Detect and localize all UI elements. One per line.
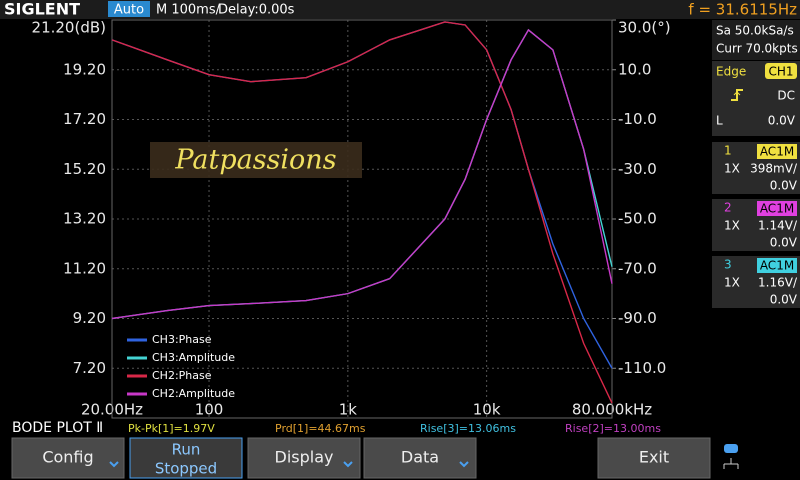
delay: Delay:0.00s: [218, 3, 295, 18]
watermark: Patpassions: [174, 145, 336, 176]
mode: Auto: [114, 3, 144, 18]
channel-scale: 1.16V/: [758, 276, 798, 290]
menu-arrow: [343, 461, 353, 468]
series-line: [111, 28, 613, 320]
channel-probe: 1X: [724, 162, 740, 176]
edge-icon: [731, 89, 743, 101]
coupling-box: [757, 201, 797, 216]
exit-button[interactable]: [597, 437, 711, 479]
channel-coupling: AC1M: [760, 259, 794, 273]
y-tick-label: 9.20: [73, 309, 106, 327]
channel-offset: 0.0V: [770, 236, 798, 250]
y2-tick-label: -10.0: [618, 110, 657, 128]
y-tick-label: 19.20: [63, 60, 106, 78]
mode-title: BODE PLOT Ⅱ: [12, 420, 103, 436]
channel-number: 3: [724, 258, 732, 272]
y2-tick-label: -70.0: [618, 259, 657, 277]
channel-probe: 1X: [724, 219, 740, 233]
y-tick-label: 17.20: [63, 110, 106, 128]
channel-offset: 0.0V: [770, 179, 798, 193]
y2-tick-label: -50.0: [618, 210, 657, 228]
trigger-source-box: [765, 63, 797, 79]
y-tick-label: 15.20: [63, 160, 106, 178]
x-tick-label: 10k: [473, 401, 501, 419]
channel-number: 1: [724, 144, 732, 158]
menu-arrow: [459, 461, 469, 468]
button-label: Stopped: [155, 460, 217, 478]
channel-scale: 1.14V/: [758, 219, 798, 233]
channel-scale: 398mV/: [750, 162, 798, 176]
timebase: M 100ms/: [156, 3, 221, 18]
y-tick-label: 13.20: [63, 210, 106, 228]
y2-tick-label: -90.0: [618, 309, 657, 327]
trigger-level: 0.0V: [768, 114, 796, 128]
display-button[interactable]: [247, 437, 361, 479]
trigger-source: CH1: [768, 65, 793, 79]
y2-tick-label: 10.0: [618, 60, 651, 78]
config-button[interactable]: [11, 437, 125, 479]
top-bar: [0, 0, 800, 19]
plot-frame: [111, 19, 613, 419]
button-label: Exit: [639, 448, 669, 467]
x-tick-label: 1k: [339, 401, 358, 419]
sample-rate: Sa 50.0kSa/s: [716, 24, 794, 38]
channel-coupling: AC1M: [760, 145, 794, 159]
legend-label: CH3:Phase: [152, 333, 212, 346]
legend-label: CH2:Amplitude: [152, 387, 235, 400]
network-icon: [723, 458, 739, 469]
watermark-box: [150, 142, 362, 178]
channel-offset: 0.0V: [770, 293, 798, 307]
data-button[interactable]: [363, 437, 477, 479]
channel-list: 1 AC1M 1X 398mV/0.0V 2 AC1M 1X 1.14V/0.0V 3 AC1M 1…: [712, 142, 800, 308]
channel-number: 2: [724, 201, 732, 215]
edge-arrow: [733, 91, 741, 96]
channel-coupling: AC1M: [760, 202, 794, 216]
button-label: Config: [42, 448, 93, 467]
y-tick-label: 21.20(dB): [32, 19, 106, 37]
coupling-box: [757, 144, 797, 159]
legend-label: CH3:Amplitude: [152, 351, 235, 364]
coupling-box: [757, 258, 797, 273]
series-line: [111, 21, 613, 404]
button-label: Data: [401, 448, 439, 467]
menu-arrow: [109, 461, 119, 468]
measurement: Pk-Pk[1]=1.97V: [128, 422, 215, 435]
y-tick-label: 7.20: [73, 359, 106, 377]
measurement: Rise[3]=13.06ms: [420, 422, 516, 435]
memory-depth: Curr 70.0kpts: [716, 42, 798, 56]
acq-panel: [712, 20, 800, 60]
trigger-level-label: L: [716, 114, 723, 128]
frequency: f = 31.6115Hz: [688, 1, 797, 19]
brand: SIGLENT: [4, 0, 80, 19]
measurement: Rise[2]=13.00ms: [565, 422, 661, 435]
y-tick-label: 11.20: [63, 259, 106, 277]
trigger-coupling: DC: [777, 89, 795, 103]
measurement: Prd[1]=44.67ms: [275, 422, 366, 435]
run-button[interactable]: [129, 437, 243, 479]
channel-probe: 1X: [724, 276, 740, 290]
bode-plot: 7.20 9.20 11.20 13.20 15.20 17.20 19.20 21.20(d…: [32, 19, 671, 419]
mode-box: [108, 1, 150, 17]
x-tick-label: 100: [195, 401, 224, 419]
button-label: Display: [275, 448, 334, 467]
y2-tick-label: -30.0: [618, 160, 657, 178]
trigger-type: Edge: [716, 65, 746, 79]
y2-tick-label: 30.0(°): [618, 19, 671, 37]
y2-tick-label: -110.0: [618, 359, 666, 377]
usb-icon: [724, 444, 738, 453]
legend-label: CH2:Phase: [152, 369, 212, 382]
button-label: Run: [172, 441, 201, 459]
